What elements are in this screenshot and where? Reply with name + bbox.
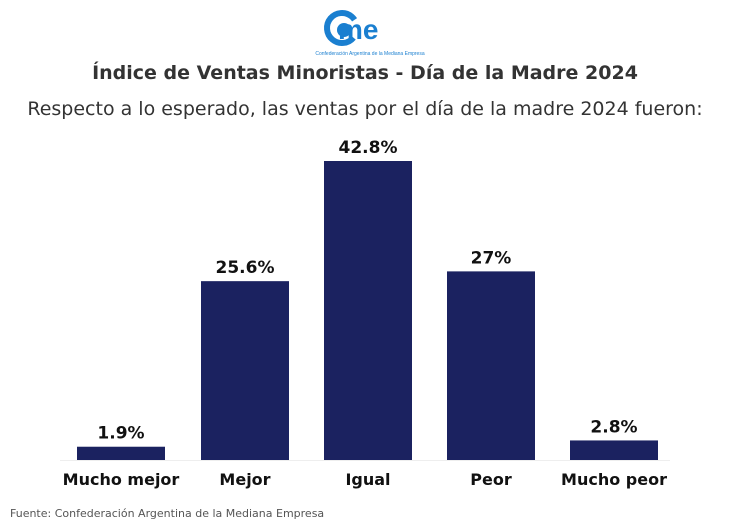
category-label: Peor [470, 470, 512, 489]
category-label: Igual [345, 470, 390, 489]
data-label: 2.8% [590, 417, 637, 437]
chart-title: Índice de Ventas Minoristas - Día de la … [92, 62, 638, 84]
svg-text:Confederación Argentina de la: Confederación Argentina de la Mediana Em… [315, 51, 424, 57]
category-label: Mejor [219, 470, 270, 489]
data-label: 27% [471, 248, 512, 268]
bar-3 [447, 271, 535, 460]
data-label: 25.6% [216, 258, 275, 278]
chart-subtitle: Respecto a lo esperado, las ventas por e… [27, 98, 703, 120]
bar-1 [201, 281, 289, 460]
bar-0 [77, 446, 165, 460]
category-label: Mucho peor [561, 470, 667, 489]
bar-2 [324, 161, 412, 460]
source-note: Fuente: Confederación Argentina de la Me… [10, 507, 325, 520]
data-label: 1.9% [97, 424, 144, 444]
bar-4 [570, 440, 658, 460]
category-label: Mucho mejor [63, 470, 180, 489]
came-logo: me Confederación Argentina de la Mediana… [300, 6, 440, 58]
data-label: 42.8% [339, 138, 398, 158]
